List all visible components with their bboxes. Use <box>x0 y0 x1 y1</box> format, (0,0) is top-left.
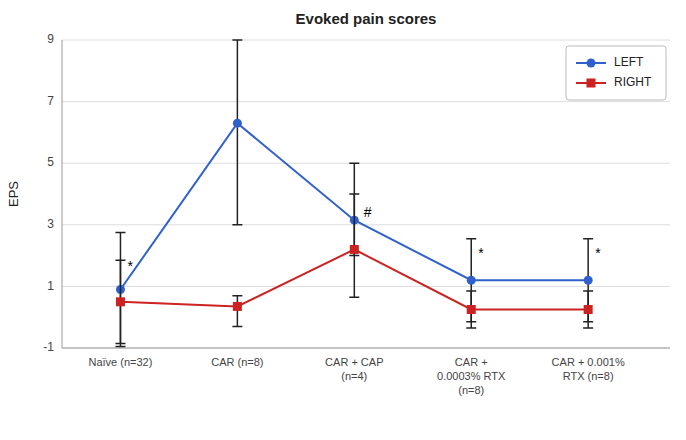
error-bar <box>115 260 125 343</box>
annotation: * <box>478 245 484 261</box>
legend: LEFT RIGHT <box>566 46 666 100</box>
grid-line <box>62 40 670 41</box>
y-tick-label: 3 <box>47 217 54 231</box>
y-tick-label: 5 <box>47 155 54 169</box>
marker <box>233 302 242 311</box>
x-tick-label: CAR (n=8) <box>211 356 263 368</box>
error-bar <box>583 239 593 322</box>
legend-label: RIGHT <box>614 75 652 89</box>
grid-line <box>62 163 670 164</box>
error-bar <box>232 296 242 327</box>
grid-line <box>62 101 670 102</box>
error-bar <box>466 239 476 322</box>
x-tick-label: CAR + CAP (n=4) <box>325 356 383 382</box>
series-line <box>120 249 588 309</box>
y-axis-line <box>62 40 63 348</box>
x-axis-line <box>62 348 670 349</box>
x-tick-label-line: Naïve (n=32) <box>89 356 153 368</box>
x-tick-label-line: RTX (n=8) <box>563 370 614 382</box>
y-tick-label: 9 <box>47 32 54 46</box>
error-bar <box>583 291 593 328</box>
error-bar <box>466 291 476 328</box>
x-tick-label: Naïve (n=32) <box>89 356 153 368</box>
annotation: * <box>127 258 133 274</box>
title: Evoked pain scores <box>296 10 437 27</box>
x-tick-label-line: CAR + <box>455 356 488 368</box>
legend-marker <box>587 79 596 88</box>
x-tick-label-line: CAR (n=8) <box>211 356 263 368</box>
marker <box>467 305 476 314</box>
series <box>115 194 593 343</box>
annotation: # <box>364 204 372 220</box>
marker <box>467 276 476 285</box>
y-tick-label: 1 <box>47 279 54 293</box>
error-bar <box>115 233 125 347</box>
grid-line <box>62 286 670 287</box>
y-axis-label: EPS <box>6 181 21 207</box>
x-tick-label-line: 0.0003% RTX <box>437 370 506 382</box>
error-bar <box>232 40 242 225</box>
y-tick-label: -1 <box>43 340 54 354</box>
marker <box>584 305 593 314</box>
chart: -1 1 3 5 7 9 Naïve (n=32) CAR (n=8) CAR + CAP (n=… <box>0 0 686 440</box>
x-tick-label-line: CAR + 0.001% <box>552 356 625 368</box>
x-tick-label-line: (n=4) <box>341 370 367 382</box>
annotation: * <box>595 245 601 261</box>
error-bar <box>349 194 359 297</box>
y-tick-label: 7 <box>47 94 54 108</box>
series <box>115 40 593 346</box>
legend-label: LEFT <box>614 55 644 69</box>
plot-marks <box>115 40 593 346</box>
marker <box>584 276 593 285</box>
grid-line <box>62 348 670 349</box>
x-tick-label-line: CAR + CAP <box>325 356 383 368</box>
legend-marker <box>587 59 596 68</box>
marker <box>233 119 242 128</box>
legend-box <box>566 46 666 100</box>
marker <box>350 245 359 254</box>
x-tick-label-line: (n=8) <box>458 384 484 396</box>
x-tick-label: CAR + 0.001% RTX (n=8) <box>552 356 625 382</box>
x-tick-label: CAR + 0.0003% RTX (n=8) <box>437 356 506 396</box>
y-grid <box>62 40 670 348</box>
marker <box>116 297 125 306</box>
